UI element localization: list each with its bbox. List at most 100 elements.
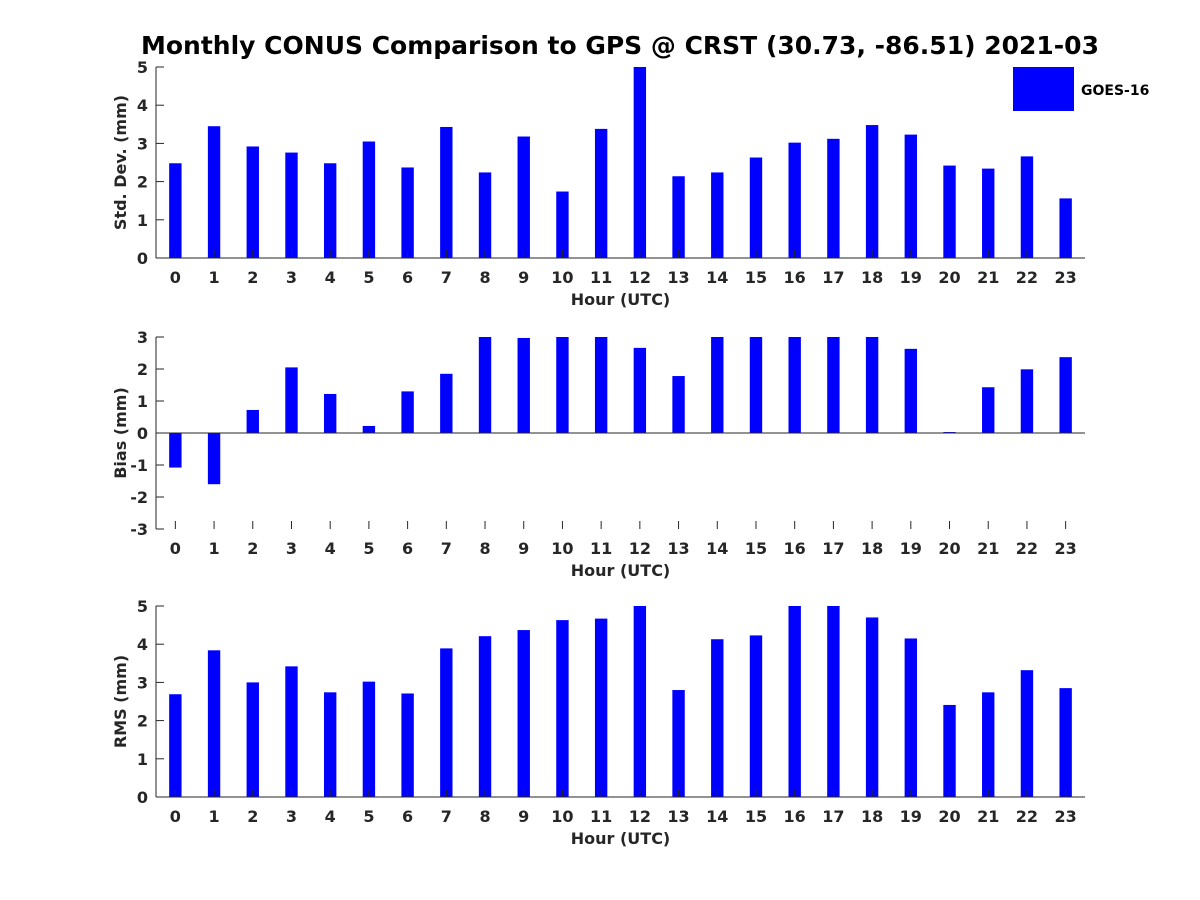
x-tick-label: 1 bbox=[208, 807, 219, 826]
bar-hour-6 bbox=[401, 693, 414, 797]
x-tick-label: 9 bbox=[518, 539, 529, 558]
x-tick-label: 16 bbox=[784, 539, 806, 558]
x-tick-label: 5 bbox=[363, 268, 374, 287]
y-tick-label: 2 bbox=[137, 360, 148, 379]
x-tick-label: 3 bbox=[286, 807, 297, 826]
bar-hour-20 bbox=[943, 165, 956, 258]
chart-title: Monthly CONUS Comparison to GPS @ CRST (… bbox=[141, 31, 1099, 60]
x-tick-label: 15 bbox=[745, 268, 767, 287]
bar-hour-10 bbox=[556, 620, 569, 797]
x-tick-label: 20 bbox=[938, 539, 960, 558]
x-tick-label: 11 bbox=[590, 268, 612, 287]
bar-hour-3 bbox=[285, 152, 298, 258]
x-tick-label: 21 bbox=[977, 807, 999, 826]
bar-hour-19 bbox=[904, 638, 918, 797]
x-tick-label: 17 bbox=[822, 539, 844, 558]
bar-hour-4 bbox=[323, 692, 337, 797]
x-tick-label: 0 bbox=[170, 807, 181, 826]
x-tick-label: 16 bbox=[784, 807, 806, 826]
bar-hour-23 bbox=[1059, 357, 1072, 433]
x-tick-label: 9 bbox=[518, 807, 529, 826]
bar-hour-8 bbox=[478, 172, 492, 258]
bar-hour-0 bbox=[169, 433, 182, 468]
bar-hour-7 bbox=[440, 126, 453, 258]
x-tick-label: 23 bbox=[1055, 268, 1077, 287]
x-tick-label: 7 bbox=[441, 268, 452, 287]
bar-hour-16 bbox=[788, 606, 801, 797]
y-axis-label: Bias (mm) bbox=[111, 387, 130, 479]
bar-hour-7 bbox=[440, 648, 453, 797]
y-tick-label: 2 bbox=[137, 173, 148, 192]
x-tick-label: 3 bbox=[286, 539, 297, 558]
x-tick-label: 14 bbox=[706, 807, 728, 826]
bar-hour-6 bbox=[401, 167, 414, 258]
x-tick-label: 21 bbox=[977, 268, 999, 287]
x-tick-label: 19 bbox=[900, 539, 922, 558]
bar-hour-0 bbox=[169, 694, 182, 797]
y-tick-label: 1 bbox=[137, 211, 148, 230]
y-tick-label: 2 bbox=[137, 712, 148, 731]
y-tick-label: 0 bbox=[137, 424, 148, 443]
bar-hour-16 bbox=[788, 337, 801, 433]
bar-hour-9 bbox=[517, 337, 530, 433]
bar-hour-9 bbox=[517, 630, 530, 797]
y-tick-label: 5 bbox=[137, 597, 148, 616]
bar-hour-22 bbox=[1020, 369, 1034, 433]
x-tick-label: 12 bbox=[629, 807, 651, 826]
bar-hour-13 bbox=[672, 690, 685, 797]
y-tick-label: -3 bbox=[130, 520, 148, 539]
x-axis-label: Hour (UTC) bbox=[571, 829, 671, 848]
x-tick-label: 12 bbox=[629, 539, 651, 558]
y-tick-label: -2 bbox=[130, 488, 148, 507]
x-tick-label: 1 bbox=[208, 539, 219, 558]
x-tick-label: 19 bbox=[900, 268, 922, 287]
x-tick-label: 18 bbox=[861, 539, 883, 558]
x-tick-label: 2 bbox=[247, 807, 258, 826]
x-tick-label: 14 bbox=[706, 539, 728, 558]
x-tick-label: 18 bbox=[861, 807, 883, 826]
x-tick-label: 2 bbox=[247, 539, 258, 558]
bar-hour-2 bbox=[246, 682, 259, 797]
legend-label: GOES-16 bbox=[1081, 83, 1149, 99]
y-tick-label: 3 bbox=[137, 328, 148, 347]
bar-hour-19 bbox=[904, 134, 918, 258]
x-tick-label: 6 bbox=[402, 539, 413, 558]
x-tick-label: 18 bbox=[861, 268, 883, 287]
x-tick-label: 22 bbox=[1016, 539, 1038, 558]
bar-hour-14 bbox=[711, 639, 724, 797]
bar-hour-14 bbox=[711, 172, 724, 258]
x-tick-label: 22 bbox=[1016, 807, 1038, 826]
bar-hour-21 bbox=[982, 168, 995, 258]
x-axis-label: Hour (UTC) bbox=[571, 290, 671, 309]
x-tick-label: 4 bbox=[325, 268, 336, 287]
x-tick-label: 13 bbox=[667, 807, 689, 826]
x-tick-label: 3 bbox=[286, 268, 297, 287]
x-tick-label: 11 bbox=[590, 539, 612, 558]
x-tick-label: 10 bbox=[551, 539, 573, 558]
x-tick-label: 2 bbox=[247, 268, 258, 287]
y-tick-label: 0 bbox=[137, 249, 148, 268]
y-tick-label: 1 bbox=[137, 750, 148, 769]
x-tick-label: 21 bbox=[977, 539, 999, 558]
bar-hour-20 bbox=[943, 704, 956, 797]
y-axis-label: Std. Dev. (mm) bbox=[111, 95, 130, 230]
bar-hour-5 bbox=[362, 425, 376, 433]
bar-hour-8 bbox=[478, 337, 492, 433]
x-tick-label: 17 bbox=[822, 807, 844, 826]
bar-hour-8 bbox=[478, 636, 492, 797]
x-tick-label: 9 bbox=[518, 268, 529, 287]
x-tick-label: 23 bbox=[1055, 807, 1077, 826]
bar-hour-5 bbox=[362, 141, 376, 258]
x-tick-label: 12 bbox=[629, 268, 651, 287]
bar-hour-1 bbox=[207, 126, 221, 259]
x-tick-label: 8 bbox=[479, 268, 490, 287]
x-tick-label: 6 bbox=[402, 268, 413, 287]
x-tick-label: 7 bbox=[441, 539, 452, 558]
bar-hour-22 bbox=[1020, 156, 1034, 258]
bar-hour-5 bbox=[362, 681, 376, 797]
bar-hour-21 bbox=[982, 387, 995, 433]
x-tick-label: 4 bbox=[325, 539, 336, 558]
